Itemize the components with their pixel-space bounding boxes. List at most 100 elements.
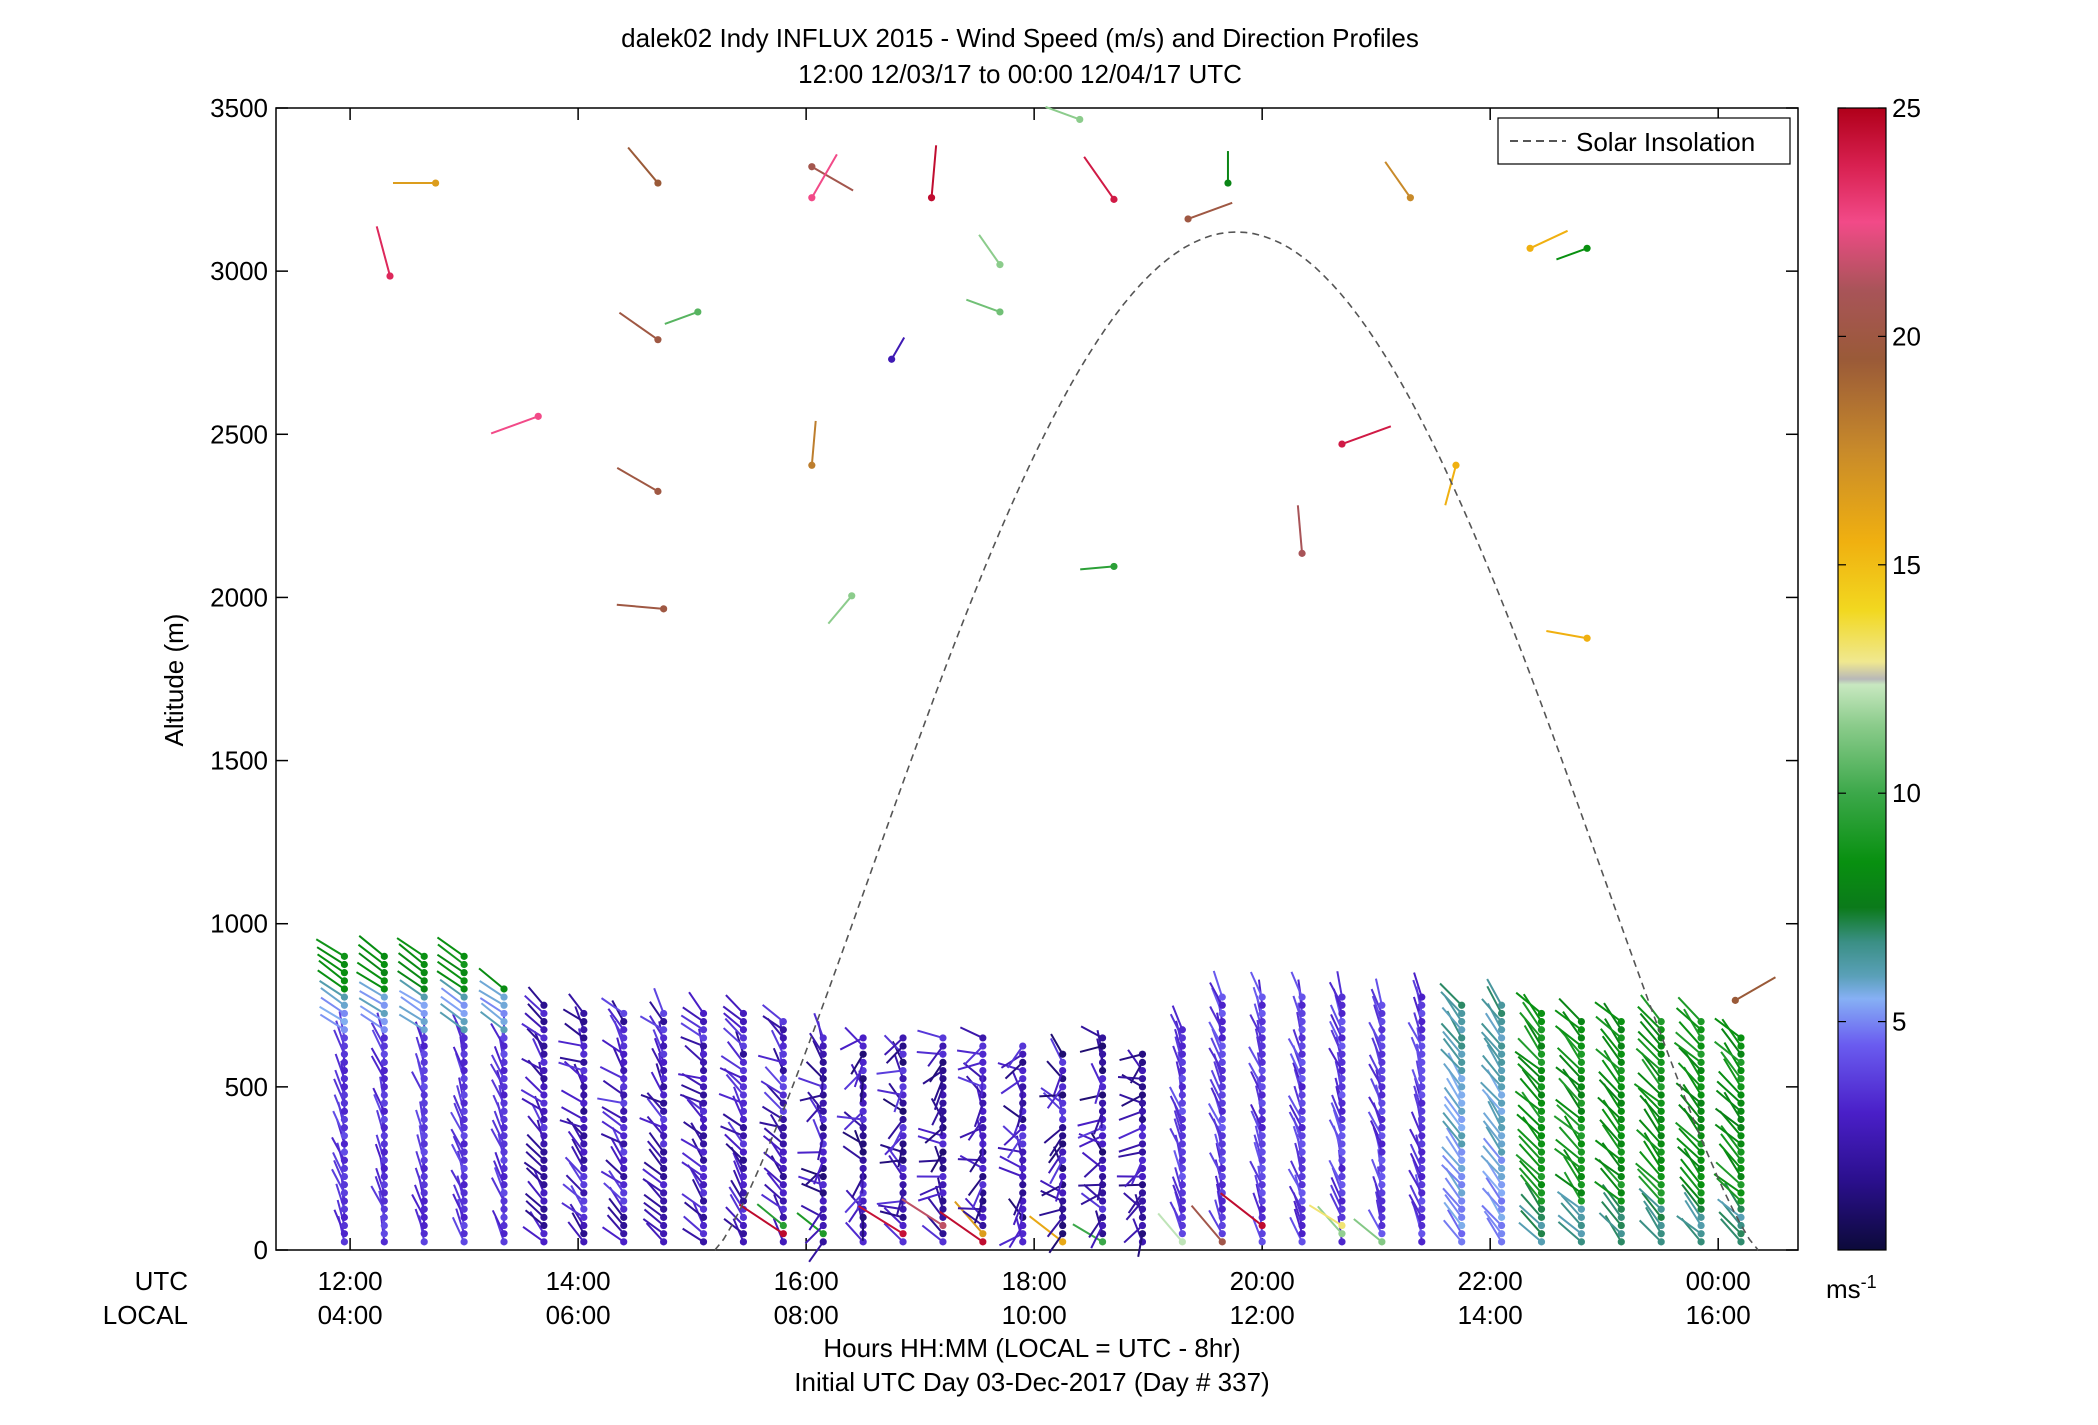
wind-barb-low	[819, 1066, 827, 1096]
wind-barb-low	[639, 1117, 668, 1132]
wind-barb-dot	[1258, 1066, 1266, 1075]
wind-barb-dot	[620, 1197, 628, 1205]
wind-barb-low	[1637, 1038, 1665, 1066]
wind-barb-low	[806, 1099, 827, 1123]
wind-barb-dot	[1218, 1050, 1226, 1058]
wind-barb-low	[844, 1026, 867, 1050]
wind-barb-dot	[699, 1107, 708, 1115]
wind-barb-low	[1413, 1085, 1426, 1115]
wind-barb-low	[801, 1182, 827, 1197]
wind-barb-stem	[1368, 1063, 1383, 1088]
wind-barb-dot	[1378, 1018, 1386, 1026]
wind-barb-low	[1715, 1089, 1745, 1115]
wind-barb-low	[1677, 996, 1705, 1026]
wind-barb-dot	[500, 1238, 508, 1246]
wind-barb-low	[973, 1099, 987, 1128]
wind-barb-low	[642, 1218, 668, 1238]
wind-barb-stem	[398, 1005, 425, 1023]
wind-barb-dot	[694, 308, 702, 316]
wind-barb-low	[1441, 1154, 1466, 1181]
wind-barb-stem	[760, 1080, 784, 1096]
wind-barb-dot	[380, 1001, 388, 1009]
wind-barb-low	[1367, 1111, 1386, 1140]
wind-barb-stem	[479, 997, 505, 1015]
wind-barb-dot	[420, 1164, 428, 1173]
wind-barb-stem	[1600, 1028, 1623, 1055]
wind-barb-stem	[1734, 976, 1776, 1002]
wind-barb-dot	[1138, 1075, 1147, 1083]
wind-barb-stem	[1012, 1200, 1024, 1226]
wind-barb-low	[733, 1086, 748, 1115]
wind-barb-stem	[607, 1206, 625, 1227]
wind-barb-dot	[699, 1091, 708, 1099]
wind-barb-stem	[1522, 1001, 1543, 1031]
wind-barb-stem	[897, 1143, 905, 1168]
wind-barb-low	[813, 1156, 827, 1185]
wind-barb-stem	[1368, 1021, 1383, 1047]
wind-barb-stem	[1481, 1088, 1503, 1112]
wind-barb-low	[1443, 1095, 1466, 1124]
wind-barb-dot	[1298, 1132, 1306, 1140]
wind-barb-stem	[1078, 1134, 1103, 1148]
wind-barb-dot	[1577, 1050, 1585, 1058]
wind-barb-stem	[1081, 1151, 1104, 1170]
wind-barb-stem	[646, 1115, 665, 1137]
wind-barb-stem	[962, 1062, 984, 1080]
wind-barb-low	[1714, 1123, 1745, 1148]
wind-barb-stem	[563, 1060, 585, 1080]
wind-barb-dot	[580, 1058, 588, 1066]
wind-barb-stem	[1483, 1037, 1503, 1063]
wind-barb-stem	[653, 1037, 665, 1063]
wind-barb-stem	[411, 1071, 426, 1096]
wind-barb-stem	[978, 234, 1001, 266]
chart-subtitle: 12:00 12/03/17 to 00:00 12/04/17 UTC	[798, 59, 1242, 89]
wind-barb-stem	[648, 1148, 665, 1170]
wind-barb-upper	[1296, 505, 1306, 557]
wind-barb-stem	[1368, 1096, 1383, 1120]
wind-barb-low	[1411, 1069, 1426, 1099]
wind-barb-stem	[359, 990, 385, 1007]
wind-barb-stem	[680, 1138, 705, 1153]
wind-barb-dot	[420, 1009, 428, 1018]
wind-barb-stem	[1680, 1158, 1702, 1186]
wind-barb-low	[1518, 1167, 1546, 1197]
wind-barb-stem	[1408, 1194, 1423, 1218]
wind-barb-dot	[380, 1050, 388, 1058]
wind-barb-stem	[977, 1192, 984, 1217]
wind-barb-stem	[616, 467, 659, 493]
x-tick-label-utc: 22:00	[1458, 1266, 1523, 1296]
wind-barb-low	[1173, 1110, 1186, 1140]
wind-barb-low	[1518, 1143, 1546, 1173]
wind-barb-low	[521, 1022, 548, 1042]
wind-barb-dot	[1298, 1197, 1306, 1205]
wind-barb-low	[1484, 1012, 1506, 1042]
wind-barb-dot	[1458, 1050, 1466, 1058]
wind-barb-stem	[877, 1089, 904, 1096]
wind-barb-low	[999, 1155, 1027, 1173]
wind-barb-dot	[580, 1172, 588, 1181]
wind-barb-low	[1637, 1072, 1665, 1099]
wind-barb-dot	[1418, 1213, 1426, 1221]
wind-barb-stem	[1721, 1018, 1742, 1047]
wind-barb-low	[1043, 1124, 1067, 1144]
wind-barb-stem	[1096, 1176, 1104, 1201]
wind-barb-dot	[1537, 1099, 1546, 1107]
wind-barb-dot	[1577, 1026, 1585, 1034]
wind-barb-dot	[1537, 1205, 1546, 1213]
wind-barb-stem	[732, 1152, 745, 1177]
wind-barb-stem	[451, 1216, 466, 1243]
wind-barb-dot	[1178, 1197, 1186, 1205]
wind-barb-stem	[1675, 1007, 1702, 1031]
wind-barb-stem	[601, 1039, 625, 1056]
wind-barb-dot	[1258, 1009, 1266, 1018]
wind-barb-dot	[979, 1221, 987, 1230]
wind-barb-low	[723, 1012, 748, 1034]
wind-barb-low	[1554, 1025, 1585, 1050]
wind-barb-dot	[899, 1050, 907, 1058]
wind-barb-dot	[660, 1148, 668, 1156]
wind-barb-low	[1599, 1119, 1625, 1148]
wind-barb-low	[971, 1181, 987, 1210]
wind-barb-upper	[966, 298, 1004, 316]
wind-barb-dot	[1218, 1148, 1226, 1156]
wind-barb-dot	[660, 1050, 668, 1058]
